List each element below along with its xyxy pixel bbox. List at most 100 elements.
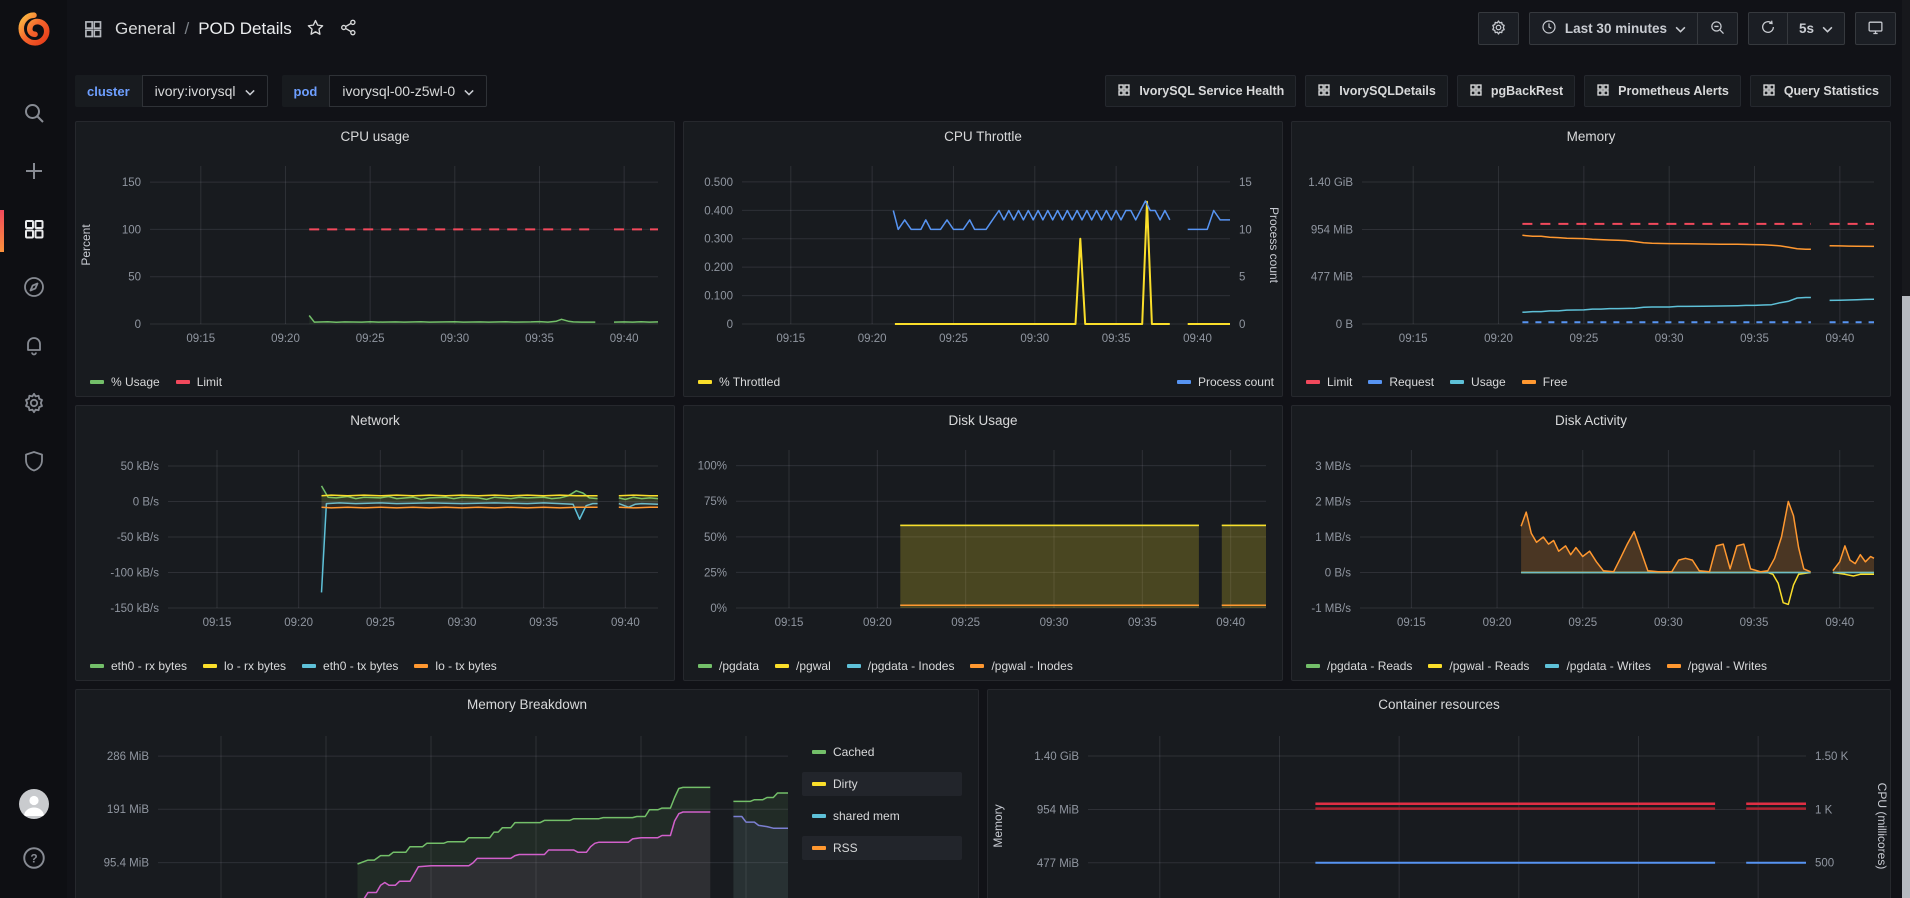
dashboard-settings-button[interactable] [1479,13,1518,44]
legend-item--pgwal[interactable]: /pgwal [775,659,831,673]
variable-pod-value[interactable]: ivorysql-00-z5wl-0 [329,75,487,107]
legend-item-eth0-rx-bytes[interactable]: eth0 - rx bytes [90,659,187,673]
compass-icon [22,275,46,304]
legend-item-dirty[interactable]: Dirty [802,772,962,796]
breadcrumb-dashboard[interactable]: POD Details [198,19,292,39]
breadcrumb-folder[interactable]: General [115,19,175,39]
legend-item-cached[interactable]: Cached [802,740,962,764]
svg-text:09:40: 09:40 [1825,333,1854,345]
sidebar-item-help[interactable]: ? [19,845,49,876]
legend-item-request[interactable]: Request [1368,375,1434,389]
chart-network[interactable]: 09:1509:2009:2509:3009:3509:40-150 kB/s-… [76,406,674,680]
dashboard-grid-icon[interactable] [83,19,103,39]
legend-label: Dirty [833,777,858,791]
legend: Cached Dirty shared mem RSS [802,740,962,860]
legend-item--pgwal-reads[interactable]: /pgwal - Reads [1428,659,1529,673]
panel-title[interactable]: CPU Throttle [684,129,1282,144]
svg-text:09:35: 09:35 [1102,333,1131,345]
panel-title[interactable]: Container resources [988,697,1890,712]
panel-title[interactable]: Disk Usage [684,413,1282,428]
chart-memory[interactable]: 09:1509:2009:2509:3009:3509:400 B477 MiB… [1292,122,1890,396]
legend-item-shared-mem[interactable]: shared mem [802,804,962,828]
legend-item--pgdata-inodes[interactable]: /pgdata - Inodes [847,659,955,673]
panel-container-resources: Container resources 09:1509:2009:2509:30… [987,689,1891,898]
panel-title[interactable]: Disk Activity [1292,413,1890,428]
refresh-interval-dropdown[interactable]: 5s [1787,13,1844,44]
legend-item-limit[interactable]: Limit [176,375,222,389]
scrollbar[interactable] [1902,0,1910,898]
svg-text:09:15: 09:15 [1399,333,1428,345]
refresh-button[interactable] [1749,13,1787,44]
panel-title[interactable]: Memory [1292,129,1890,144]
panel-title[interactable]: Network [76,413,674,428]
svg-text:0.400: 0.400 [704,205,733,217]
legend-item-process-count[interactable]: Process count [1177,375,1274,389]
link-ivorysqldetails[interactable]: IvorySQLDetails [1305,75,1448,107]
svg-text:Process count: Process count [1267,207,1281,284]
panel-title[interactable]: CPU usage [76,129,674,144]
link-query-statistics[interactable]: Query Statistics [1750,75,1891,107]
chart-cpu-usage[interactable]: 09:1509:2009:2509:3009:3509:40050100150P… [76,122,674,396]
variable-cluster-value[interactable]: ivory:ivorysql [142,75,268,107]
grafana-logo-icon[interactable] [17,12,51,46]
legend-item-free[interactable]: Free [1522,375,1568,389]
grafana-app: ? General / POD Details [0,0,1910,898]
legend: /pgdata - Reads/pgwal - Reads/pgdata - W… [1306,659,1882,673]
legend-item-limit[interactable]: Limit [1306,375,1352,389]
scrollbar-thumb[interactable] [1902,296,1910,898]
star-button[interactable] [306,18,325,40]
link-prometheus-alerts[interactable]: Prometheus Alerts [1584,75,1741,107]
user-avatar[interactable] [19,789,49,819]
chart-cpu-throttle[interactable]: 09:1509:2009:2509:3009:3509:4000.1000.20… [684,122,1282,396]
legend-item-lo-tx-bytes[interactable]: lo - tx bytes [414,659,496,673]
svg-text:09:30: 09:30 [440,333,469,345]
sidebar-item-explore[interactable] [0,260,67,318]
plus-icon [22,159,46,188]
legend-item-usage[interactable]: Usage [1450,375,1506,389]
sidebar-item-search[interactable] [0,86,67,144]
sidebar-item-dashboards[interactable] [0,202,67,260]
svg-text:09:15: 09:15 [1397,617,1426,629]
link-pgbackrest[interactable]: pgBackRest [1457,75,1575,107]
sidebar-item-configuration[interactable] [0,376,67,434]
legend-label: RSS [833,841,858,855]
svg-text:09:20: 09:20 [863,617,892,629]
chart-disk-activity[interactable]: 09:1509:2009:2509:3009:3509:40-1 MB/s0 B… [1292,406,1890,680]
legend-swatch [90,380,104,384]
legend-label: /pgwal - Reads [1449,659,1529,673]
main-area: General / POD Details [67,0,1910,898]
legend-item-lo-rx-bytes[interactable]: lo - rx bytes [203,659,286,673]
link-ivorysql-service-health[interactable]: IvorySQL Service Health [1105,75,1296,107]
legend-item--throttled[interactable]: % Throttled [698,375,780,389]
legend-item-eth0-tx-bytes[interactable]: eth0 - tx bytes [302,659,398,673]
svg-text:95.4 MiB: 95.4 MiB [104,858,150,870]
sidebar-item-server-admin[interactable] [0,434,67,492]
svg-text:286 MiB: 286 MiB [107,751,150,763]
legend-item--pgdata[interactable]: /pgdata [698,659,759,673]
sidebar-item-create[interactable] [0,144,67,202]
legend-item--usage[interactable]: % Usage [90,375,160,389]
legend: % Usage Limit [90,375,666,389]
chart-container-resources[interactable]: 09:1509:2009:2509:3009:3509:40477 MiB954… [988,690,1890,898]
legend-item--pgdata-writes[interactable]: /pgdata - Writes [1545,659,1650,673]
legend: Limit Request Usage Free [1306,375,1882,389]
dashboard-links: IvorySQL Service Health IvorySQLDetails … [1105,75,1891,107]
panel-disk-usage: Disk Usage 09:1509:2009:2509:3009:3509:4… [683,405,1283,681]
chart-disk-usage[interactable]: 09:1509:2009:2509:3009:3509:400%25%50%75… [684,406,1282,680]
panel-title[interactable]: Memory Breakdown [76,697,978,712]
svg-text:100%: 100% [698,461,727,473]
sidebar-item-alerting[interactable] [0,318,67,376]
legend-item--pgdata-reads[interactable]: /pgdata - Reads [1306,659,1412,673]
legend-swatch [812,846,826,850]
share-button[interactable] [339,18,358,40]
legend-item--pgwal-writes[interactable]: /pgwal - Writes [1667,659,1767,673]
legend-item-rss[interactable]: RSS [802,836,962,860]
apps-grid-icon [1317,83,1331,100]
time-range-picker[interactable]: Last 30 minutes [1530,13,1697,44]
legend-item--pgwal-inodes[interactable]: /pgwal - Inodes [970,659,1072,673]
svg-text:0%: 0% [710,603,727,615]
svg-text:1 K: 1 K [1815,804,1833,816]
cycle-view-mode-button[interactable] [1856,13,1895,44]
zoom-out-button[interactable] [1697,13,1737,44]
svg-text:0: 0 [135,319,141,331]
